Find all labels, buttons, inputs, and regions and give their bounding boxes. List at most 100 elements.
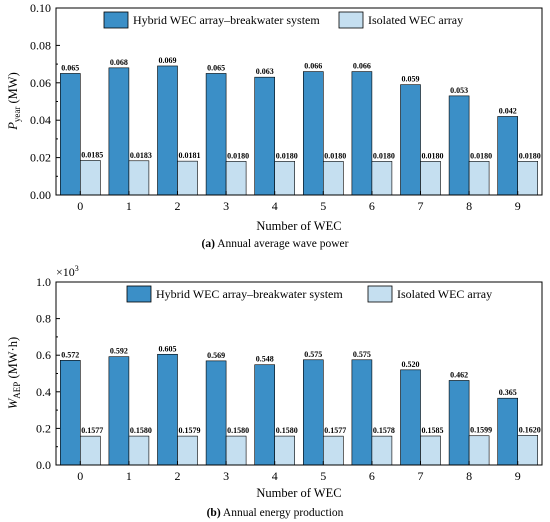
bar-hybrid xyxy=(157,65,178,196)
chart-b-x-axis-title: Number of WEC xyxy=(256,486,341,500)
data-label-isolated: 0.0180 xyxy=(422,151,444,160)
data-label-hybrid: 0.592 xyxy=(110,347,128,356)
x-tick-label: 1 xyxy=(126,199,132,213)
legend-label-hybrid: Hybrid WEC array–breakwater system xyxy=(133,13,320,27)
data-label-isolated: 0.0180 xyxy=(227,151,249,160)
chart-a-x-axis-title: Number of WEC xyxy=(256,219,341,233)
y-tick-label: 0.10 xyxy=(30,1,51,15)
x-tick-label: 8 xyxy=(466,469,472,483)
bar-hybrid xyxy=(157,353,178,466)
legend-swatch-hybrid xyxy=(103,11,129,29)
data-label-isolated: 0.0180 xyxy=(470,151,492,160)
y-tick-label: 0.04 xyxy=(30,113,51,127)
bar-hybrid xyxy=(448,95,470,196)
y-tick-label: 0.08 xyxy=(30,38,51,52)
y-tick-label: 0.4 xyxy=(36,385,51,399)
y-tick-label: 0.06 xyxy=(30,76,51,90)
bar-hybrid xyxy=(302,71,324,196)
data-label-hybrid: 0.605 xyxy=(159,344,177,353)
legend-swatch-isolated xyxy=(367,285,393,303)
x-tick-label: 7 xyxy=(418,469,424,483)
x-tick-label: 1 xyxy=(126,469,132,483)
y-tick-label: 0.02 xyxy=(30,151,51,165)
data-label-isolated: 0.1577 xyxy=(324,426,346,435)
data-label-hybrid: 0.569 xyxy=(207,351,225,360)
bar-hybrid xyxy=(254,76,275,196)
y-tick-label: 1.0 xyxy=(36,275,51,289)
data-label-hybrid: 0.575 xyxy=(304,350,322,359)
bar-hybrid xyxy=(497,397,519,466)
bar-isolated xyxy=(177,435,198,466)
data-label-hybrid: 0.063 xyxy=(256,67,274,76)
bar-hybrid xyxy=(59,360,81,466)
data-label-isolated: 0.1577 xyxy=(81,426,103,435)
data-label-hybrid: 0.069 xyxy=(159,56,177,65)
bar-hybrid xyxy=(448,380,470,466)
data-label-isolated: 0.1579 xyxy=(179,426,201,435)
data-label-isolated: 0.1580 xyxy=(130,426,152,435)
x-tick-label: 2 xyxy=(175,199,181,213)
bar-isolated xyxy=(80,435,101,466)
x-tick-label: 4 xyxy=(272,469,278,483)
data-label-hybrid: 0.572 xyxy=(61,350,79,359)
chart-a-y-axis-title: Pyear (MW) xyxy=(6,72,22,131)
data-label-isolated: 0.1620 xyxy=(519,425,541,434)
x-tick-label: 6 xyxy=(369,199,375,213)
x-tick-label: 6 xyxy=(369,469,375,483)
chart-a-bars xyxy=(59,65,539,196)
chart-b-legend: Hybrid WEC array–breakwater system Isola… xyxy=(126,285,492,303)
data-label-hybrid: 0.065 xyxy=(61,63,79,72)
x-tick-label: 2 xyxy=(175,469,181,483)
bar-isolated xyxy=(225,435,247,466)
data-label-isolated: 0.1580 xyxy=(276,426,298,435)
bar-isolated xyxy=(517,161,539,196)
bar-isolated xyxy=(225,161,247,196)
data-label-isolated: 0.0180 xyxy=(373,151,395,160)
x-tick-label: 7 xyxy=(418,199,424,213)
y-tick-label: 0.8 xyxy=(36,312,51,326)
data-label-hybrid: 0.548 xyxy=(256,355,274,364)
x-tick-label: 3 xyxy=(223,199,229,213)
data-label-hybrid: 0.068 xyxy=(110,58,128,67)
bar-hybrid xyxy=(351,71,373,196)
bar-hybrid xyxy=(400,369,421,466)
data-label-hybrid: 0.053 xyxy=(450,86,468,95)
bar-hybrid xyxy=(59,73,81,196)
data-label-hybrid: 0.066 xyxy=(353,62,371,71)
y-tick-label: 0.6 xyxy=(36,348,51,362)
chart-a-y-ticks: 0.00 0.02 0.04 0.06 0.08 0.10 xyxy=(30,1,60,202)
x-tick-label: 5 xyxy=(320,199,326,213)
data-label-isolated: 0.1578 xyxy=(373,426,395,435)
bar-isolated xyxy=(322,161,344,196)
x-tick-label: 8 xyxy=(466,199,472,213)
bar-isolated xyxy=(517,435,539,466)
bar-hybrid xyxy=(302,359,324,466)
bar-hybrid xyxy=(108,356,130,466)
bar-isolated xyxy=(322,435,344,466)
x-tick-label: 4 xyxy=(272,199,278,213)
data-label-isolated: 0.0183 xyxy=(130,151,152,160)
y-tick-label: 0.00 xyxy=(30,188,51,202)
chart-a-x-ticks: 0 1 2 3 4 5 6 7 8 9 xyxy=(77,191,521,213)
x-tick-label: 3 xyxy=(223,469,229,483)
bar-isolated xyxy=(371,435,393,466)
data-label-isolated: 0.0181 xyxy=(179,151,201,160)
legend-swatch-hybrid xyxy=(126,285,152,303)
x-tick-label: 9 xyxy=(515,199,521,213)
bar-hybrid xyxy=(400,84,421,196)
data-label-hybrid: 0.066 xyxy=(304,62,322,71)
data-label-hybrid: 0.365 xyxy=(499,388,517,397)
chart-b-x-ticks: 0 1 2 3 4 5 6 7 8 9 xyxy=(77,461,521,483)
bar-isolated xyxy=(80,160,101,196)
data-label-hybrid: 0.575 xyxy=(353,350,371,359)
legend-label-isolated: Isolated WEC array xyxy=(368,13,463,27)
chart-b-bars xyxy=(59,353,539,466)
bar-isolated xyxy=(420,161,441,196)
x-tick-label: 9 xyxy=(515,469,521,483)
bar-isolated xyxy=(274,161,296,196)
x-tick-label: 5 xyxy=(320,469,326,483)
bar-isolated xyxy=(468,161,490,196)
chart-b: 0.572 0.1577 0.592 0.1580 0.605 0.1579 0.569 0.… xyxy=(6,264,543,519)
y-tick-label: 0.2 xyxy=(36,421,51,435)
